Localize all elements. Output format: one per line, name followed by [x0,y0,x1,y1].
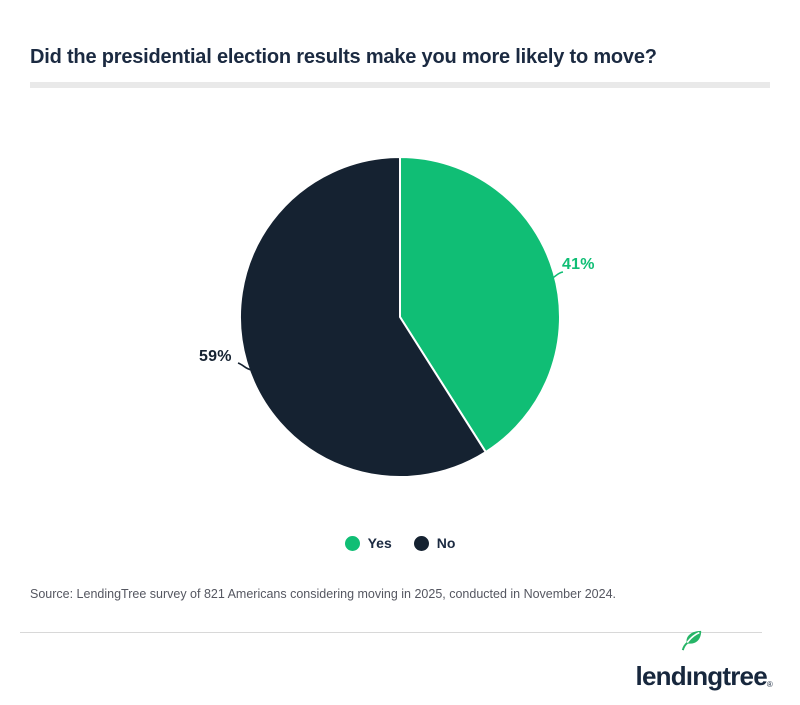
no-label-connector [237,362,253,371]
legend-item-yes: Yes [344,535,392,551]
source-note: Source: LendingTree survey of 821 Americ… [30,587,616,601]
lendingtree-wordmark: lendıngtree® [635,630,773,691]
no-legend-dot-icon [413,535,429,551]
yes-legend-dot-icon [344,535,360,551]
leaf-icon [681,630,701,651]
registered-mark: ® [766,680,773,689]
chart-legend: Yes No [0,535,800,551]
yes-percent-label: 41% [562,256,595,273]
yes-label-connector [548,271,564,280]
lendingtree-logo: lendıngtree® [635,630,773,691]
no-legend-label: No [436,535,456,551]
chart-title: Did the presidential election results ma… [30,46,657,68]
legend-item-no: No [413,535,456,551]
pie-slices-group [239,155,561,478]
yes-legend-label: Yes [367,535,392,551]
no-percent-label: 59% [199,348,232,365]
pie-slice-no [239,155,488,478]
wordmark-text: lendıngtree [635,661,768,691]
footer-divider [20,632,762,633]
title-underline-bar [30,82,770,88]
